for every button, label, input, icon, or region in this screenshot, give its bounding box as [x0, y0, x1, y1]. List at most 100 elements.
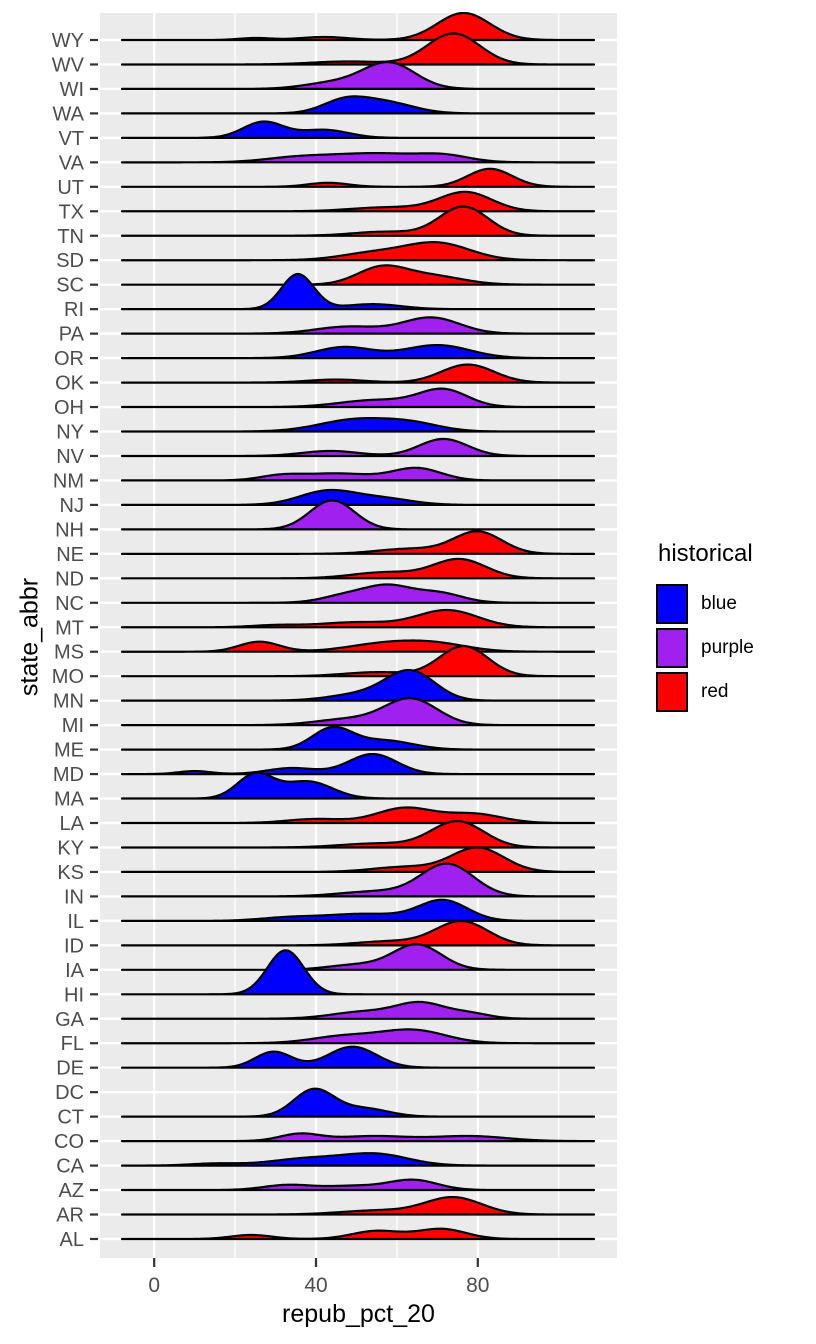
y-tick-label-FL: FL — [61, 1033, 84, 1055]
y-tick-label-DE: DE — [56, 1058, 84, 1080]
ridges-group — [120, 12, 596, 1241]
legend: historical blue purple red — [656, 540, 754, 716]
legend-item-blue: blue — [656, 584, 754, 624]
ridge-IL — [120, 898, 596, 922]
y-tick-label-MA: MA — [54, 789, 85, 811]
ridge-CA — [120, 1152, 596, 1167]
legend-label-purple: purple — [701, 637, 754, 658]
legend-title: historical — [658, 540, 753, 567]
y-tick-label-RI: RI — [64, 299, 84, 321]
y-tick-label-SD: SD — [56, 250, 84, 272]
ridge-NV — [120, 437, 596, 458]
y-tick-label-HI: HI — [64, 984, 84, 1006]
ridge-OH — [120, 387, 596, 409]
ridge-SD — [120, 241, 596, 262]
y-tick-label-GA: GA — [55, 1009, 85, 1031]
ridge-NM — [120, 466, 596, 482]
ridge-VA — [120, 151, 596, 164]
x-tick-label-80: 80 — [466, 1274, 489, 1297]
y-tick-label-MD: MD — [53, 764, 84, 786]
y-tick-label-WA: WA — [53, 103, 85, 125]
legend-items: blue purple red — [656, 584, 754, 712]
y-tick-label-AR: AR — [56, 1205, 84, 1227]
y-tick-label-DC: DC — [55, 1082, 84, 1104]
legend-swatch-purple — [656, 628, 688, 668]
ridge-IA — [120, 943, 596, 971]
y-tick-label-AL: AL — [60, 1229, 84, 1251]
ridge-NJ — [120, 488, 596, 507]
y-tick-label-WI: WI — [60, 79, 84, 101]
y-tick-label-NH: NH — [55, 519, 84, 541]
ridge-MO — [120, 644, 596, 678]
ridge-WV — [120, 32, 596, 66]
ridge-SC — [120, 264, 596, 286]
ridge-CO — [120, 1132, 596, 1143]
legend-label-red: red — [701, 681, 729, 702]
y-tick-label-NM: NM — [53, 470, 84, 492]
y-tick-label-TX: TX — [58, 201, 84, 223]
y-tick-label-NJ: NJ — [60, 495, 84, 517]
ridge-ID — [120, 919, 596, 947]
y-tick-label-NC: NC — [55, 593, 84, 615]
ridge-MA — [120, 771, 596, 800]
y-tick-label-MI: MI — [62, 715, 84, 737]
y-tick-label-CT: CT — [57, 1107, 84, 1129]
ridge-OR — [120, 343, 596, 360]
y-tick-label-WY: WY — [52, 30, 84, 52]
ridge-HI — [120, 949, 596, 996]
y-tick-label-TN: TN — [57, 226, 84, 248]
y-tick-label-VA: VA — [59, 152, 85, 174]
y-tick-label-KS: KS — [57, 862, 84, 884]
ridge-RI — [120, 272, 596, 311]
y-tick-label-LA: LA — [60, 813, 85, 835]
y-tick-label-MO: MO — [52, 666, 84, 688]
y-tick-label-NE: NE — [56, 544, 84, 566]
ridge-AL — [120, 1227, 596, 1241]
ridge-WY — [120, 12, 596, 42]
ridge-DE — [120, 1045, 596, 1069]
ridge-ND — [120, 557, 596, 580]
ridge-AR — [120, 1195, 596, 1216]
y-tick-label-OH: OH — [54, 397, 84, 419]
x-axis-title: repub_pct_20 — [282, 1300, 435, 1328]
ridge-MI — [120, 697, 596, 727]
y-tick-label-UT: UT — [57, 177, 84, 199]
ridge-LA — [120, 806, 596, 825]
y-tick-label-IN: IN — [64, 886, 84, 908]
ridge-PA — [120, 316, 596, 335]
y-tick-label-AZ: AZ — [58, 1180, 84, 1202]
y-tick-label-VT: VT — [58, 128, 84, 150]
ridge-NC — [120, 583, 596, 604]
ridge-MN — [120, 668, 596, 702]
y-axis-title: state_abbr — [15, 577, 44, 697]
y-tick-label-KY: KY — [57, 837, 84, 859]
y-tick-label-WV: WV — [52, 54, 85, 76]
ridge-MD — [120, 752, 596, 776]
ridge-TN — [120, 205, 596, 237]
y-tick-label-OR: OR — [54, 348, 84, 370]
ridge-GA — [120, 1000, 596, 1020]
ridge-NE — [120, 530, 596, 555]
y-tick-label-ID: ID — [64, 935, 84, 957]
ridge-WA — [120, 95, 596, 115]
y-tick-label-PA: PA — [59, 324, 85, 346]
y-tick-label-NY: NY — [56, 422, 84, 444]
legend-swatch-red — [656, 672, 688, 712]
y-tick-label-SC: SC — [56, 275, 84, 297]
ridge-OK — [120, 363, 596, 384]
ridge-KY — [120, 820, 596, 849]
y-tick-label-MN: MN — [53, 691, 84, 713]
y-tick-label-ND: ND — [55, 568, 84, 590]
ridge-FL — [120, 1028, 596, 1045]
y-tick-label-CA: CA — [56, 1156, 84, 1178]
ridge-ME — [120, 725, 596, 751]
y-tick-label-OK: OK — [55, 373, 85, 395]
y-tick-label-IA: IA — [65, 960, 85, 982]
y-tick-label-IL: IL — [67, 911, 84, 933]
y-tick-label-MT: MT — [55, 617, 84, 639]
ridge-CT — [120, 1087, 596, 1118]
legend-item-red: red — [656, 672, 754, 712]
plot-panel — [100, 13, 617, 1258]
ridge-MT — [120, 608, 596, 629]
